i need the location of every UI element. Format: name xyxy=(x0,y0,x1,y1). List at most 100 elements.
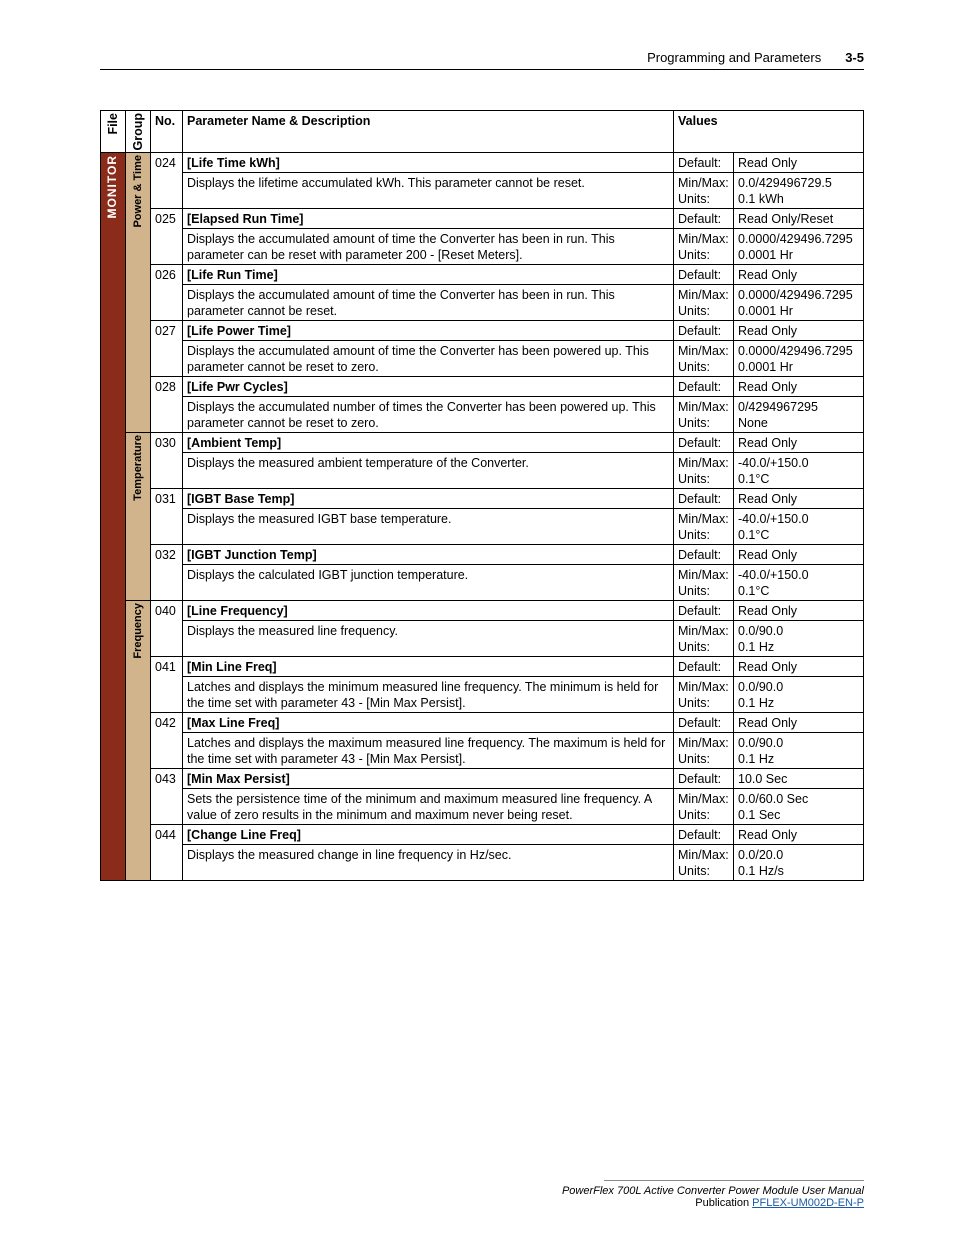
param-no: 031 xyxy=(151,488,183,544)
value-label-minmax-units: Min/Max:Units: xyxy=(674,508,734,544)
value-default: Read Only xyxy=(734,264,864,284)
value-default: Read Only xyxy=(734,544,864,564)
param-no: 032 xyxy=(151,544,183,600)
table-row: Displays the accumulated amount of time … xyxy=(101,228,864,264)
value-default: 10.0 Sec xyxy=(734,768,864,788)
value-label-minmax-units: Min/Max:Units: xyxy=(674,732,734,768)
value-minmax-units: 0.0000/429496.72950.0001 Hr xyxy=(734,228,864,264)
table-row: 044[Change Line Freq]Default:Read Only xyxy=(101,824,864,844)
param-description: Sets the persistence time of the minimum… xyxy=(183,788,674,824)
table-row: 027[Life Power Time]Default:Read Only xyxy=(101,320,864,340)
value-label-minmax-units: Min/Max:Units: xyxy=(674,284,734,320)
page-header: Programming and Parameters 3-5 xyxy=(100,50,864,70)
param-description: Displays the accumulated amount of time … xyxy=(183,284,674,320)
value-minmax-units: 0.0000/429496.72950.0001 Hr xyxy=(734,340,864,376)
param-no: 028 xyxy=(151,376,183,432)
table-row: Displays the measured ambient temperatur… xyxy=(101,452,864,488)
value-default: Read Only xyxy=(734,320,864,340)
table-row: 031[IGBT Base Temp]Default:Read Only xyxy=(101,488,864,508)
value-label-minmax-units: Min/Max:Units: xyxy=(674,564,734,600)
table-row: Displays the accumulated amount of time … xyxy=(101,340,864,376)
table-row: MONITORPower & Time024[Life Time kWh]Def… xyxy=(101,152,864,172)
value-label-default: Default: xyxy=(674,152,734,172)
publication-label: Publication xyxy=(695,1197,752,1209)
group-cell: Temperature xyxy=(126,432,151,600)
value-minmax-units: -40.0/+150.00.1°C xyxy=(734,452,864,488)
table-row: 032[IGBT Junction Temp]Default:Read Only xyxy=(101,544,864,564)
table-row: Frequency040[Line Frequency]Default:Read… xyxy=(101,600,864,620)
table-row: 028[Life Pwr Cycles]Default:Read Only xyxy=(101,376,864,396)
value-label-minmax-units: Min/Max:Units: xyxy=(674,844,734,880)
value-label-minmax-units: Min/Max:Units: xyxy=(674,788,734,824)
param-name: [Life Time kWh] xyxy=(183,152,674,172)
value-label-default: Default: xyxy=(674,264,734,284)
param-name: [Life Run Time] xyxy=(183,264,674,284)
param-name: [Max Line Freq] xyxy=(183,712,674,732)
value-minmax-units: -40.0/+150.00.1°C xyxy=(734,564,864,600)
table-row: 025[Elapsed Run Time]Default:Read Only/R… xyxy=(101,208,864,228)
file-cell-monitor: MONITOR xyxy=(101,152,126,880)
param-description: Latches and displays the minimum measure… xyxy=(183,676,674,712)
param-no: 040 xyxy=(151,600,183,656)
param-description: Displays the measured change in line fre… xyxy=(183,844,674,880)
value-label-default: Default: xyxy=(674,600,734,620)
table-header-row: File Group No. Parameter Name & Descript… xyxy=(101,111,864,153)
value-label-minmax-units: Min/Max:Units: xyxy=(674,620,734,656)
page-footer: PowerFlex 700L Active Converter Power Mo… xyxy=(100,1180,864,1209)
param-description: Displays the measured ambient temperatur… xyxy=(183,452,674,488)
param-name: [Elapsed Run Time] xyxy=(183,208,674,228)
value-label-default: Default: xyxy=(674,656,734,676)
publication-link[interactable]: PFLEX-UM002D-EN-P xyxy=(752,1197,864,1209)
table-row: Latches and displays the maximum measure… xyxy=(101,732,864,768)
param-description: Displays the accumulated amount of time … xyxy=(183,228,674,264)
param-name: [IGBT Base Temp] xyxy=(183,488,674,508)
value-label-minmax-units: Min/Max:Units: xyxy=(674,452,734,488)
value-label-default: Default: xyxy=(674,320,734,340)
param-description: Displays the measured IGBT base temperat… xyxy=(183,508,674,544)
param-no: 042 xyxy=(151,712,183,768)
value-label-default: Default: xyxy=(674,432,734,452)
table-row: Displays the measured change in line fre… xyxy=(101,844,864,880)
col-group: Group xyxy=(126,111,151,153)
value-default: Read Only xyxy=(734,712,864,732)
param-description: Displays the measured line frequency. xyxy=(183,620,674,656)
value-default: Read Only xyxy=(734,600,864,620)
param-name: [Ambient Temp] xyxy=(183,432,674,452)
table-row: Displays the calculated IGBT junction te… xyxy=(101,564,864,600)
param-no: 041 xyxy=(151,656,183,712)
value-label-minmax-units: Min/Max:Units: xyxy=(674,676,734,712)
param-no: 044 xyxy=(151,824,183,880)
param-description: Displays the calculated IGBT junction te… xyxy=(183,564,674,600)
value-minmax-units: 0.0/90.00.1 Hz xyxy=(734,676,864,712)
value-default: Read Only/Reset xyxy=(734,208,864,228)
value-label-minmax-units: Min/Max:Units: xyxy=(674,228,734,264)
param-name: [Min Max Persist] xyxy=(183,768,674,788)
table-row: Displays the measured IGBT base temperat… xyxy=(101,508,864,544)
value-label-default: Default: xyxy=(674,376,734,396)
param-name: [IGBT Junction Temp] xyxy=(183,544,674,564)
col-file: File xyxy=(101,111,126,153)
col-values: Values xyxy=(674,111,864,153)
param-name: [Change Line Freq] xyxy=(183,824,674,844)
param-no: 026 xyxy=(151,264,183,320)
table-row: Displays the lifetime accumulated kWh. T… xyxy=(101,172,864,208)
value-label-minmax-units: Min/Max:Units: xyxy=(674,396,734,432)
value-default: Read Only xyxy=(734,656,864,676)
value-label-default: Default: xyxy=(674,712,734,732)
table-row: Displays the accumulated amount of time … xyxy=(101,284,864,320)
value-label-default: Default: xyxy=(674,488,734,508)
value-default: Read Only xyxy=(734,376,864,396)
group-cell: Frequency xyxy=(126,600,151,880)
chapter-title: Programming and Parameters xyxy=(647,50,821,65)
table-row: 043[Min Max Persist]Default:10.0 Sec xyxy=(101,768,864,788)
group-cell: Power & Time xyxy=(126,152,151,432)
param-no: 025 xyxy=(151,208,183,264)
value-minmax-units: 0.0000/429496.72950.0001 Hr xyxy=(734,284,864,320)
value-minmax-units: -40.0/+150.00.1°C xyxy=(734,508,864,544)
value-default: Read Only xyxy=(734,152,864,172)
value-minmax-units: 0/4294967295None xyxy=(734,396,864,432)
param-description: Displays the lifetime accumulated kWh. T… xyxy=(183,172,674,208)
value-default: Read Only xyxy=(734,824,864,844)
table-row: 042[Max Line Freq]Default:Read Only xyxy=(101,712,864,732)
col-no: No. xyxy=(151,111,183,153)
